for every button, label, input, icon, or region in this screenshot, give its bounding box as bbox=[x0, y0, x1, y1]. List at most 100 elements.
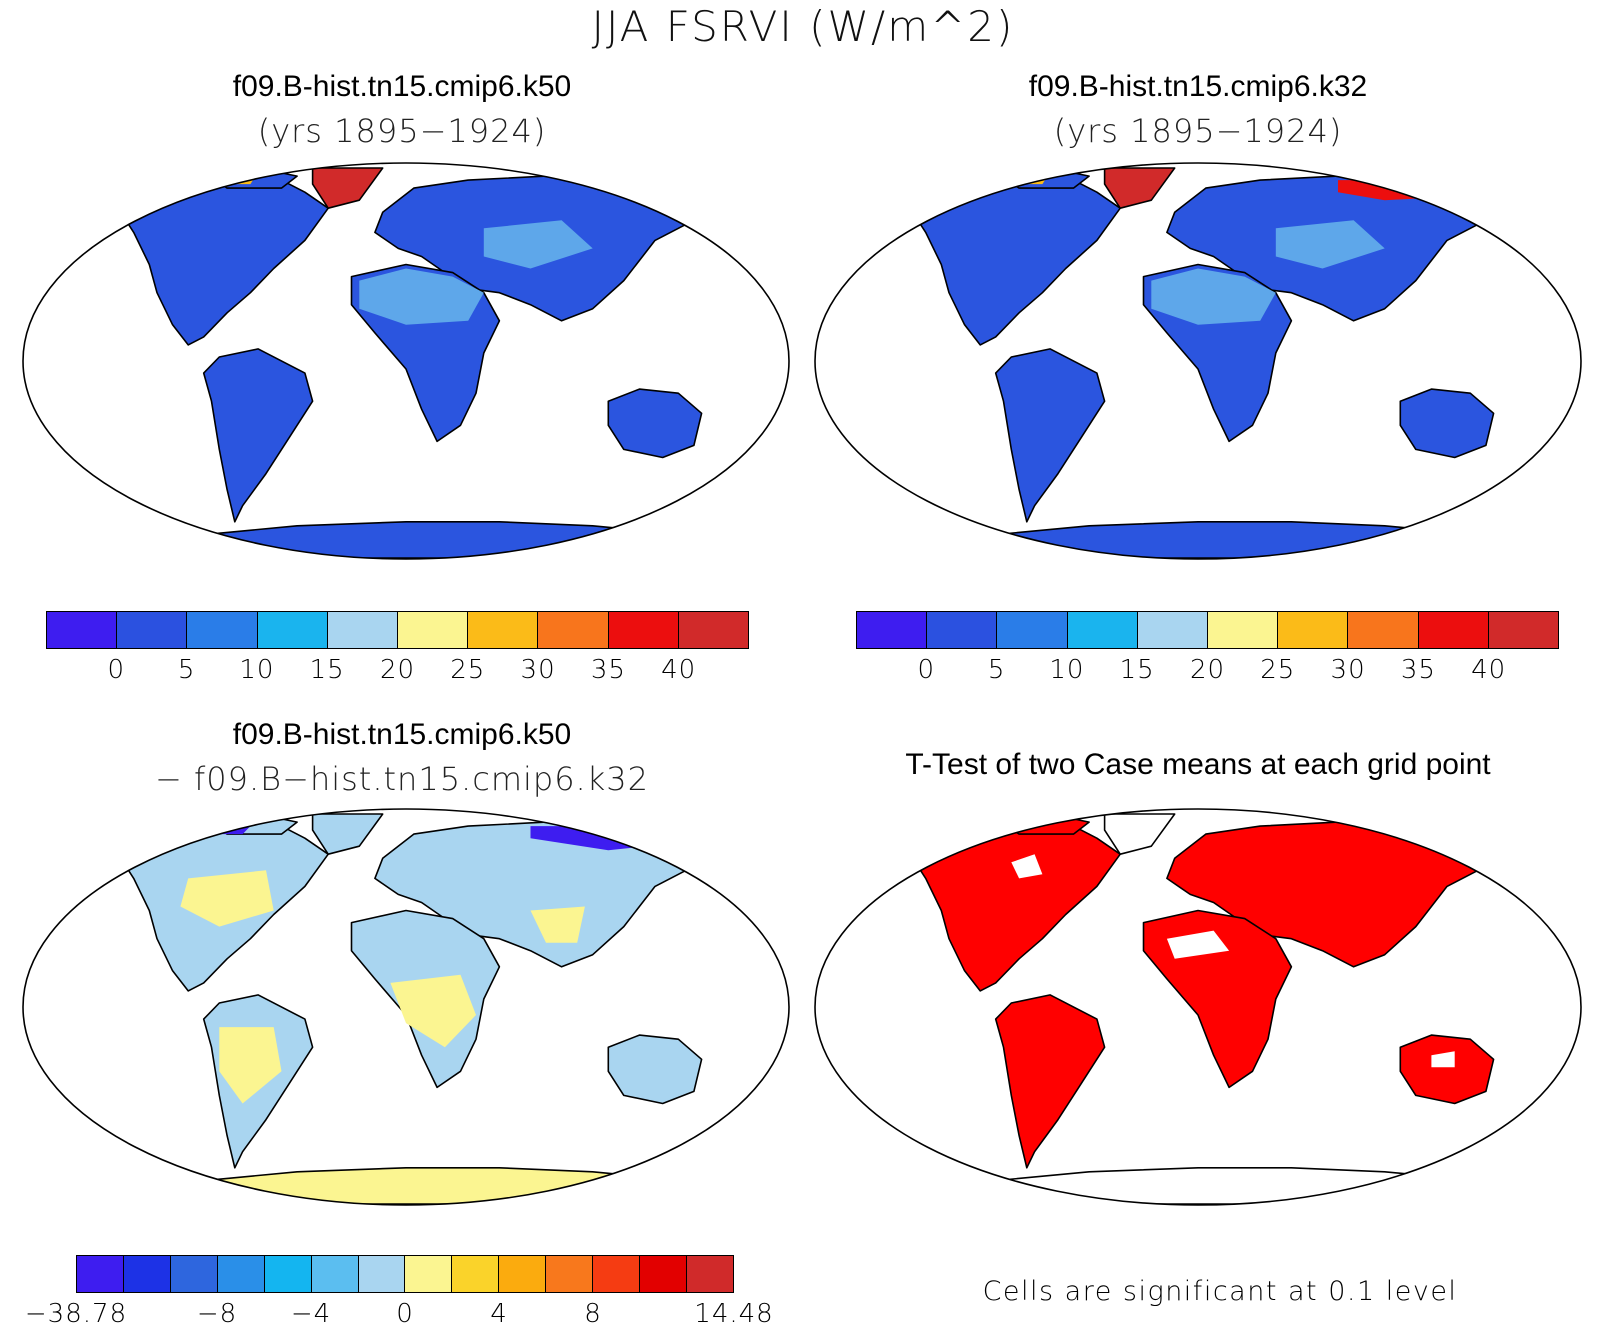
colorbar-cell bbox=[1488, 612, 1559, 648]
colorbar-tick-label: 35 bbox=[590, 655, 626, 685]
colorbar-tick-label: 4 bbox=[490, 1299, 508, 1329]
south-america-positive-region bbox=[219, 1027, 282, 1104]
arctic-warm-region bbox=[995, 172, 1051, 185]
map-bottom-right bbox=[814, 808, 1582, 1206]
colorbar-cell bbox=[452, 1256, 500, 1292]
colorbar-cell bbox=[640, 1256, 687, 1292]
colorbar-cell bbox=[187, 612, 258, 648]
colorbar-cell bbox=[398, 612, 469, 648]
land-northAmerica bbox=[117, 175, 330, 346]
sahara-region bbox=[359, 268, 484, 325]
colorbar-cell bbox=[264, 1256, 312, 1292]
colorbar-cell bbox=[608, 612, 679, 648]
colorbar-tick-label: 8 bbox=[584, 1299, 602, 1329]
colorbar-tick-label: 30 bbox=[520, 655, 556, 685]
land-australia bbox=[1399, 388, 1495, 459]
land-antarctica bbox=[132, 1166, 719, 1205]
land-canadaIslands bbox=[994, 813, 1090, 835]
land-southAmerica bbox=[994, 348, 1106, 523]
colorbar-cell bbox=[997, 612, 1068, 648]
colorbar-cell bbox=[1137, 612, 1209, 648]
colorbar-cell bbox=[1418, 612, 1489, 648]
colorbar-cell bbox=[538, 612, 609, 648]
land-greenland bbox=[311, 167, 384, 210]
colorbar-cell bbox=[857, 612, 928, 648]
land-australia bbox=[1399, 1034, 1495, 1105]
colorbar-cell bbox=[311, 1256, 359, 1292]
colorbar-tick-label: 25 bbox=[1260, 655, 1296, 685]
colorbar-tick-label: −4 bbox=[290, 1299, 332, 1329]
central-asia-region bbox=[1275, 220, 1385, 269]
land-greenland bbox=[311, 813, 384, 856]
colorbar-tick-label: 20 bbox=[1189, 655, 1226, 685]
map-frame bbox=[814, 808, 1582, 1206]
land-greenland bbox=[1103, 167, 1176, 210]
colorbar-tick-label: 15 bbox=[1119, 655, 1155, 685]
colorbar-cell bbox=[1208, 612, 1279, 648]
colorbar-tick-label: 14.48 bbox=[694, 1299, 774, 1329]
map-frame bbox=[22, 808, 790, 1206]
colorbar-cell bbox=[1348, 612, 1419, 648]
colorbar-top-left bbox=[46, 611, 749, 649]
colorbar-cell bbox=[77, 1256, 124, 1292]
panel-top-right-title: f09.B-hist.tn15.cmip6.k32 bbox=[1028, 70, 1368, 103]
colorbar-top-right bbox=[856, 611, 1559, 649]
colorbar-cell bbox=[358, 1256, 406, 1292]
significance-note: Cells are significant at 0.1 level bbox=[982, 1276, 1458, 1307]
panel-bottom-left-title: f09.B-hist.tn15.cmip6.k50 bbox=[232, 718, 572, 751]
colorbar-cell bbox=[678, 612, 749, 648]
colorbar-cell bbox=[686, 1256, 733, 1292]
map-frame bbox=[22, 162, 790, 560]
map-bottom-left bbox=[22, 808, 790, 1206]
panel-bottom-left-subtitle: − f09.B−hist.tn15.cmip6.k32 bbox=[155, 760, 649, 798]
colorbar-cell bbox=[1278, 612, 1349, 648]
colorbar-tick-label: 40 bbox=[1471, 655, 1507, 685]
colorbar-cell bbox=[117, 612, 188, 648]
colorbar-tick-label: 30 bbox=[1330, 655, 1366, 685]
colorbar-cell bbox=[468, 612, 539, 648]
australia-nonsignificant-region bbox=[1431, 1051, 1455, 1068]
africa-positive-region bbox=[390, 974, 476, 1048]
land-australia bbox=[607, 1034, 703, 1105]
colorbar-tick-label: 5 bbox=[987, 655, 1006, 685]
colorbar-tick-label: 0 bbox=[107, 655, 126, 685]
colorbar-tick-label: 10 bbox=[239, 655, 275, 685]
colorbar-tick-label: 35 bbox=[1400, 655, 1436, 685]
panel-top-left-title: f09.B-hist.tn15.cmip6.k50 bbox=[232, 70, 572, 103]
land-canadaIslands bbox=[202, 167, 298, 189]
sahara-region bbox=[1151, 268, 1276, 325]
colorbar-tick-label: −8 bbox=[196, 1299, 238, 1329]
colorbar-tick-label: 0 bbox=[396, 1299, 414, 1329]
colorbar-cell bbox=[217, 1256, 265, 1292]
map-frame bbox=[814, 162, 1582, 560]
land-australia bbox=[607, 388, 703, 459]
map-top-right bbox=[814, 162, 1582, 560]
colorbar-cell bbox=[257, 612, 328, 648]
colorbar-tick-label: −38.78 bbox=[24, 1299, 128, 1329]
colorbar-tick-label: 25 bbox=[450, 655, 486, 685]
map-top-left bbox=[22, 162, 790, 560]
colorbar-cell bbox=[499, 1256, 547, 1292]
colorbar-cell bbox=[927, 612, 998, 648]
land-southAmerica bbox=[994, 994, 1106, 1169]
land-canadaIslands bbox=[994, 167, 1090, 189]
colorbar-cell bbox=[546, 1256, 594, 1292]
colorbar-tick-label: 5 bbox=[177, 655, 196, 685]
colorbar-tick-label: 15 bbox=[309, 655, 345, 685]
sahara-nonsignificant-region bbox=[1166, 930, 1230, 959]
figure-title: JJA FSRVI (W/m^2) bbox=[591, 2, 1015, 51]
india-positive-region bbox=[530, 906, 585, 943]
north-america-positive-region bbox=[180, 870, 274, 927]
central-asia-region bbox=[483, 220, 593, 269]
land-greenland bbox=[1103, 813, 1176, 856]
colorbar-cell bbox=[327, 612, 399, 648]
colorbar-cell bbox=[593, 1256, 641, 1292]
land-antarctica bbox=[132, 520, 719, 559]
colorbar-tick-label: 0 bbox=[917, 655, 936, 685]
land-southAmerica bbox=[202, 348, 314, 523]
land-northAmerica bbox=[909, 175, 1122, 346]
panel-bottom-right-title: T-Test of two Case means at each grid po… bbox=[905, 748, 1491, 781]
panel-top-right-subtitle: (yrs 1895−1924) bbox=[1053, 112, 1343, 150]
colorbar-tick-label: 20 bbox=[379, 655, 416, 685]
land-antarctica bbox=[924, 1166, 1511, 1205]
